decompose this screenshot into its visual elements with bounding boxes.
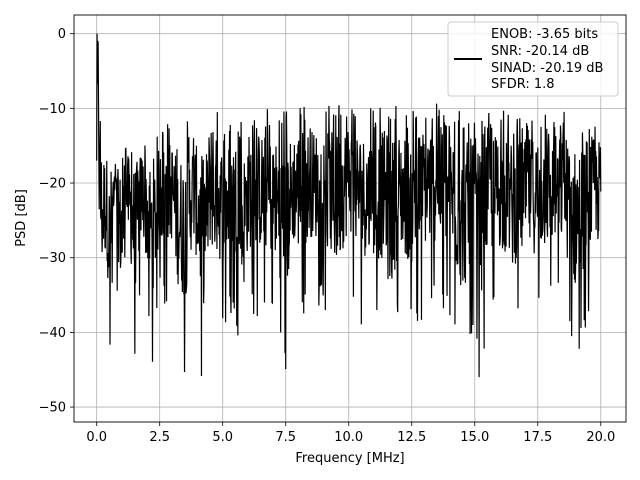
y-tick-label: −50 bbox=[39, 401, 66, 416]
y-tick-label: 0 bbox=[58, 27, 66, 42]
legend-line-enob: ENOB: -3.65 bits bbox=[491, 27, 598, 42]
legend-line-sinad: SINAD: -20.19 dB bbox=[491, 61, 603, 76]
x-tick-label: 2.5 bbox=[149, 430, 170, 445]
x-tick-label: 20.0 bbox=[586, 430, 615, 445]
y-axis-ticks: 0 −10 −20 −30 −40 −50 bbox=[39, 27, 74, 416]
x-axis-ticks: 0.0 2.5 5.0 7.5 10.0 12.5 15.0 17.5 20.0 bbox=[86, 422, 615, 445]
y-tick-label: −10 bbox=[39, 102, 66, 117]
y-axis-title: PSD [dB] bbox=[14, 189, 29, 247]
legend-line-sfdr: SFDR: 1.8 bbox=[491, 77, 555, 92]
x-tick-label: 0.0 bbox=[86, 430, 107, 445]
y-tick-label: −40 bbox=[39, 326, 66, 341]
psd-series-line bbox=[96, 33, 602, 378]
y-tick-label: −20 bbox=[39, 177, 66, 192]
y-tick-label: −30 bbox=[39, 251, 66, 266]
x-tick-label: 10.0 bbox=[334, 430, 363, 445]
x-tick-label: 5.0 bbox=[212, 430, 233, 445]
x-axis-title: Frequency [MHz] bbox=[295, 451, 404, 466]
x-tick-label: 12.5 bbox=[397, 430, 426, 445]
legend-line-snr: SNR: -20.14 dB bbox=[491, 44, 589, 59]
x-tick-label: 15.0 bbox=[460, 430, 489, 445]
x-tick-label: 7.5 bbox=[275, 430, 296, 445]
axes-frame bbox=[73, 14, 627, 423]
x-tick-label: 17.5 bbox=[523, 430, 552, 445]
plot-area bbox=[96, 33, 602, 378]
legend: ENOB: -3.65 bits SNR: -20.14 dB SINAD: -… bbox=[447, 21, 619, 97]
legend-box bbox=[447, 21, 619, 97]
